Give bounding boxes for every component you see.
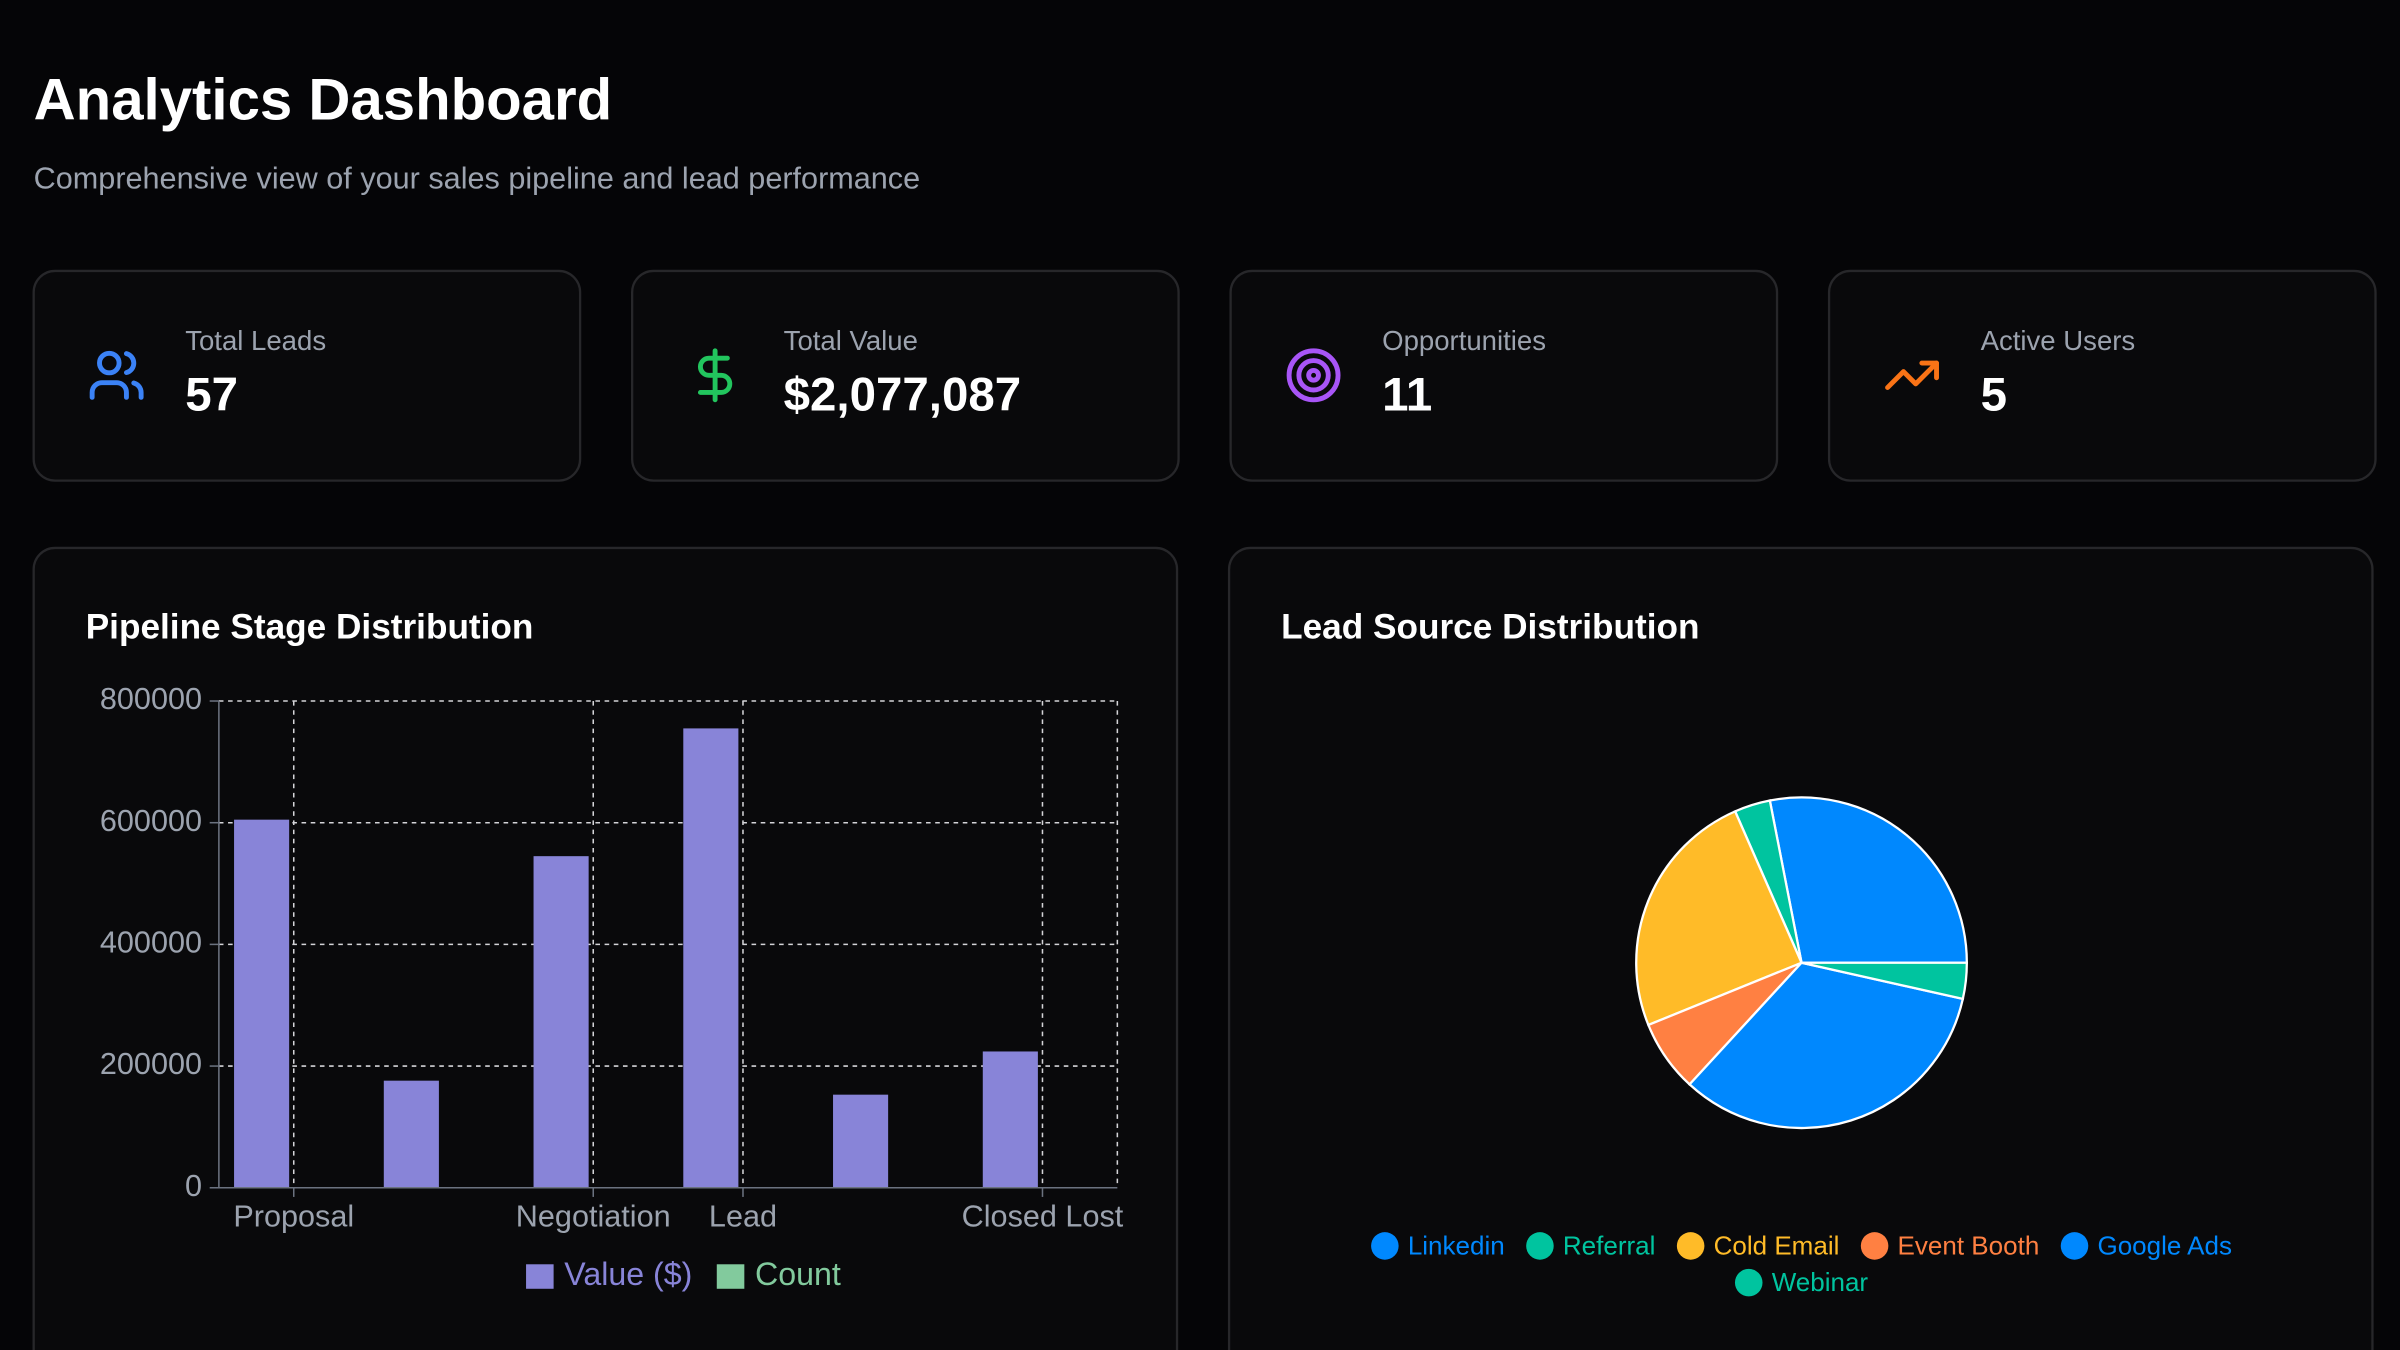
- bar: [234, 819, 290, 1188]
- pie-slice: [1635, 809, 1804, 1027]
- legend-swatch: [1734, 1268, 1763, 1297]
- stat-value: 11: [1382, 368, 1432, 421]
- stat-icon: [1286, 348, 1341, 403]
- y-tick-label: 600000: [100, 804, 202, 838]
- stat-label: Opportunities: [1382, 325, 1546, 356]
- pie-slice: [1687, 961, 1965, 1130]
- legend-label: Cold Email: [1714, 1230, 1840, 1260]
- bar: [683, 728, 739, 1188]
- legend-item: Webinar: [1734, 1267, 1869, 1297]
- legend-label: Linkedin: [1408, 1230, 1505, 1260]
- pie-slice: [1768, 796, 1968, 964]
- stat-value: $2,077,087: [784, 368, 1021, 421]
- y-tick-label: 400000: [100, 925, 202, 959]
- bar-card: [32, 546, 1179, 1350]
- x-tick-label: Lead: [709, 1199, 777, 1233]
- stat-icon: [697, 348, 733, 403]
- stat-card: [1229, 269, 1779, 482]
- x-tick-label: Proposal: [233, 1199, 354, 1233]
- legend-swatch: [1371, 1232, 1399, 1260]
- bar: [833, 1094, 889, 1188]
- bar: [533, 856, 589, 1188]
- legend-item: Linkedin: [1371, 1230, 1505, 1260]
- legend-item: Count: [716, 1256, 841, 1292]
- page-title: Analytics Dashboard: [34, 67, 613, 132]
- stat-label: Total Value: [784, 325, 918, 356]
- legend-label: Count: [755, 1256, 841, 1292]
- legend-label: Value ($): [564, 1256, 692, 1292]
- stat-value: 57: [185, 368, 238, 421]
- stat-card: [32, 269, 582, 482]
- stat-icon: [89, 350, 144, 400]
- pie-slice: [1801, 961, 1968, 1001]
- y-tick-label: 0: [185, 1169, 202, 1203]
- page-subtitle: Comprehensive view of your sales pipelin…: [34, 162, 920, 196]
- chart-title: Lead Source Distribution: [1281, 607, 1699, 646]
- legend-swatch: [2060, 1232, 2089, 1260]
- legend-swatch: [1526, 1232, 1554, 1260]
- legend-swatch: [1676, 1232, 1705, 1260]
- legend-swatch: [1860, 1232, 1889, 1260]
- legend-item: Google Ads: [2060, 1230, 2232, 1260]
- legend-item: Value ($): [526, 1256, 692, 1292]
- legend-item: Cold Email: [1676, 1230, 1840, 1260]
- legend-swatch: [526, 1264, 554, 1289]
- legend-label: Referral: [1563, 1230, 1656, 1260]
- stat-card: [630, 269, 1180, 482]
- x-tick-label: Negotiation: [516, 1199, 671, 1233]
- legend-swatch: [716, 1264, 745, 1289]
- stat-card: [1827, 269, 2377, 482]
- y-tick-label: 800000: [100, 682, 202, 716]
- bar: [383, 1080, 439, 1188]
- bar: [982, 1051, 1038, 1188]
- chart-title: Pipeline Stage Distribution: [86, 607, 534, 646]
- legend-label: Google Ads: [2097, 1230, 2232, 1260]
- stat-value: 5: [1981, 368, 2007, 421]
- legend-label: Webinar: [1772, 1267, 1869, 1297]
- legend-label: Event Booth: [1898, 1230, 2040, 1260]
- x-tick-label: Closed Lost: [962, 1199, 1124, 1233]
- stat-label: Total Leads: [185, 325, 326, 356]
- y-tick-label: 200000: [100, 1047, 202, 1081]
- stat-label: Active Users: [1981, 325, 2136, 356]
- legend-item: Referral: [1526, 1230, 1655, 1260]
- legend-item: Event Booth: [1860, 1230, 2040, 1260]
- stat-icon: [1885, 360, 1939, 391]
